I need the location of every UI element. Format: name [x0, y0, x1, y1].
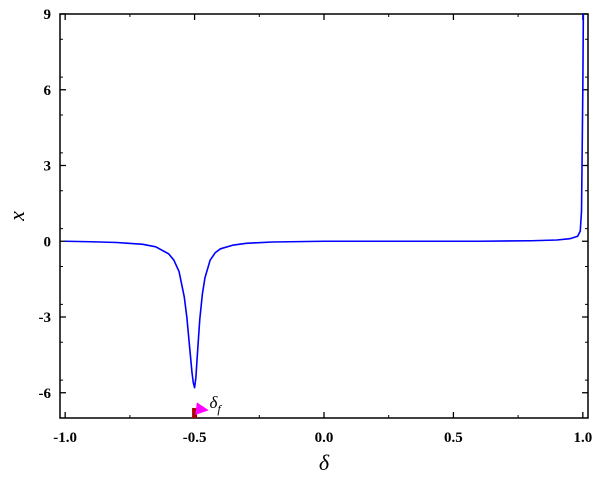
- x-tick-label: -0.5: [183, 430, 207, 446]
- y-axis-label: x: [4, 211, 29, 222]
- series-line-0: [65, 14, 585, 389]
- annotation-arrow: [195, 402, 209, 416]
- x-tick-label: 1.0: [573, 430, 592, 446]
- y-tick-label: 6: [44, 83, 52, 99]
- annotation-label: δf: [210, 393, 223, 416]
- y-tick-label: -3: [39, 310, 52, 326]
- x-tick-label: 0.5: [444, 430, 463, 446]
- x-tick-label: -1.0: [53, 430, 77, 446]
- x-tick-label: 0.0: [315, 430, 334, 446]
- x-axis-label: δ: [319, 450, 330, 475]
- delta-f-marker: [192, 408, 198, 418]
- y-tick-label: 3: [44, 159, 52, 175]
- y-tick-label: 0: [44, 234, 52, 250]
- y-tick-label: 9: [44, 7, 52, 23]
- y-tick-label: -6: [39, 386, 52, 402]
- plot-frame: [59, 13, 589, 419]
